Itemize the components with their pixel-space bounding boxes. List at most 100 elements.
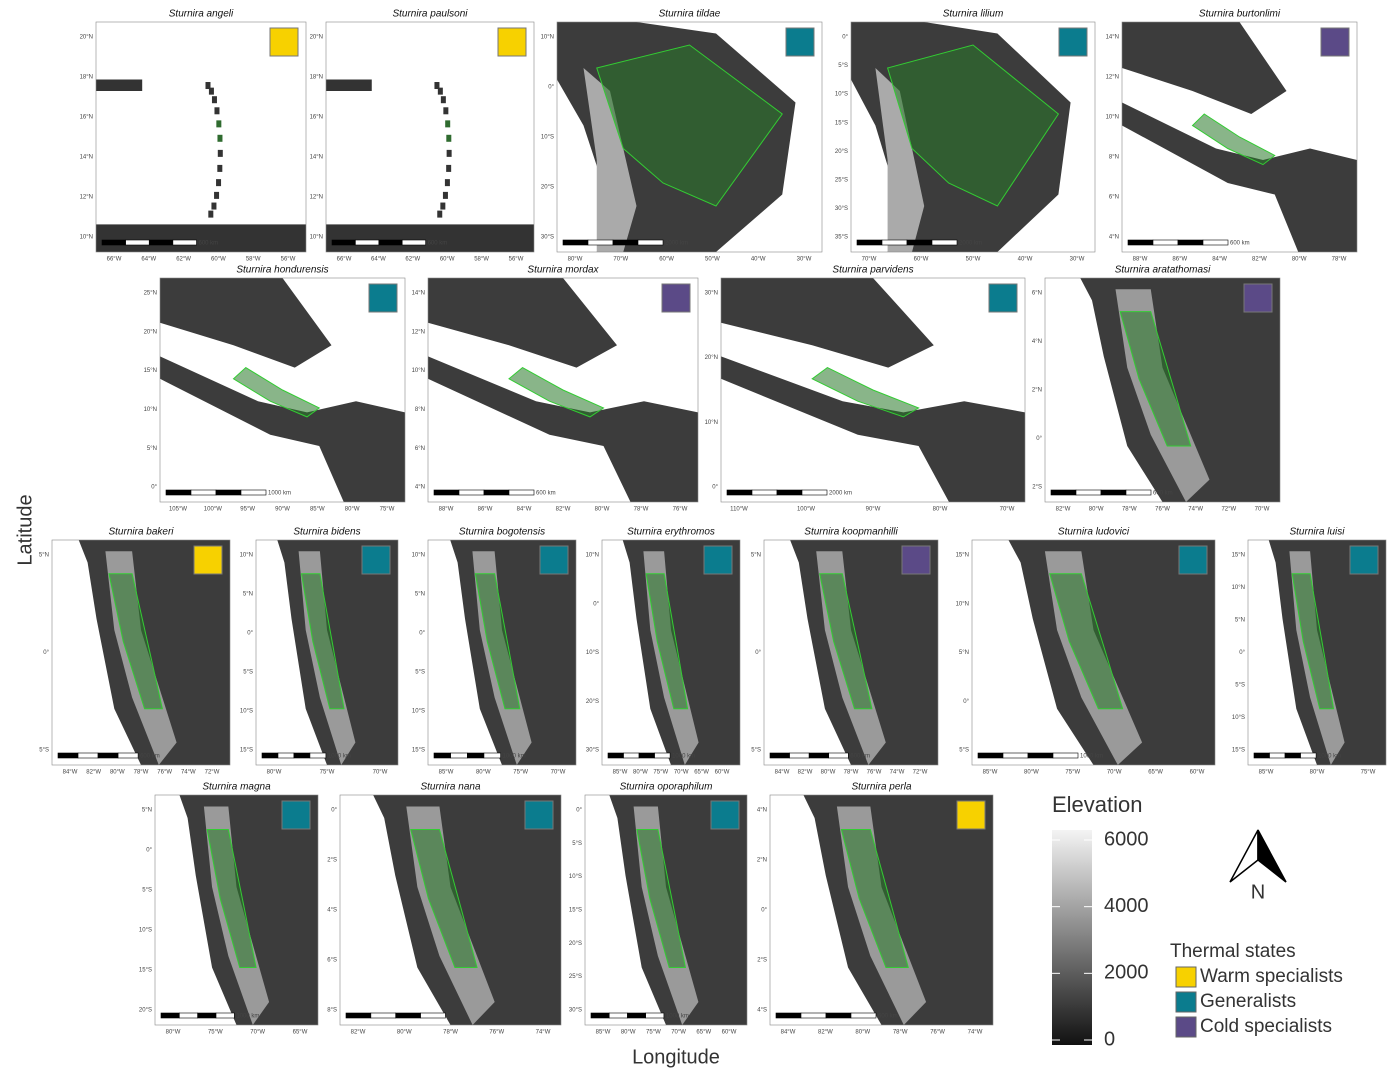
scale-bar — [609, 1013, 627, 1018]
scale-bar — [371, 1013, 396, 1018]
scale-bar — [396, 1013, 421, 1018]
thermal-state-box — [194, 546, 222, 574]
y-tick-label: 15°S — [412, 748, 425, 754]
x-tick-label: 80°W — [595, 507, 610, 513]
x-tick-label: 60°W — [914, 257, 929, 263]
scale-label: 1000 km — [672, 754, 695, 760]
y-tick-label: 10°N — [310, 235, 323, 241]
scale-bar — [216, 490, 241, 495]
scale-bar — [1178, 240, 1203, 245]
panel-title: Sturnira mordax — [527, 265, 599, 276]
scale-bar — [1076, 490, 1101, 495]
scale-bar — [802, 490, 827, 495]
y-tick-label: 10°S — [569, 874, 582, 880]
scale-bar — [1301, 753, 1317, 758]
y-tick-label: 0° — [419, 631, 425, 637]
scale-label: 1000 km — [328, 754, 351, 760]
scale-bar — [1053, 753, 1078, 758]
scale-bar — [149, 240, 173, 245]
y-tick-label: 10°S — [586, 650, 599, 656]
scale-bar — [752, 490, 777, 495]
x-tick-label: 70°W — [674, 770, 689, 776]
scale-bar — [1203, 240, 1228, 245]
scale-bar — [310, 753, 326, 758]
thermal-state-box — [1059, 28, 1087, 56]
island — [443, 107, 448, 114]
scale-label: 600 km — [1230, 241, 1250, 247]
y-tick-label: 4°N — [415, 485, 425, 491]
scale-bar — [467, 753, 484, 758]
x-tick-label: 85°W — [983, 770, 998, 776]
scale-bar — [1051, 490, 1076, 495]
x-tick-label: 70°W — [613, 257, 628, 263]
scale-bar — [198, 1013, 216, 1018]
y-tick-label: 6°S — [327, 958, 337, 964]
y-tick-label: 4°S — [757, 1008, 767, 1014]
y-tick-label: 8°N — [1109, 155, 1119, 161]
y-tick-label: 5°N — [147, 446, 157, 452]
scale-label: 1000 km — [1080, 754, 1103, 760]
y-tick-label: 0° — [146, 848, 152, 854]
scale-bar — [1128, 240, 1153, 245]
scale-bar — [1285, 753, 1301, 758]
scale-bar — [857, 240, 882, 245]
panel-title: Sturnira nana — [420, 782, 480, 793]
x-tick-label: 40°W — [1018, 257, 1033, 263]
island — [216, 120, 221, 127]
y-tick-label: 0° — [151, 485, 157, 491]
y-tick-label: 10°N — [541, 35, 554, 41]
x-tick-label: 75°W — [320, 770, 335, 776]
scale-bar — [58, 753, 78, 758]
x-tick-label: 75°W — [513, 770, 528, 776]
x-tick-label: 80°W — [345, 507, 360, 513]
panel-title: Sturnira luisi — [1289, 527, 1345, 538]
x-tick-label: 95°W — [240, 507, 255, 513]
y-tick-label: 20°N — [310, 35, 323, 41]
scale-bar — [727, 490, 752, 495]
y-tick-label: 0° — [712, 485, 718, 491]
scale-bar — [1101, 490, 1126, 495]
scale-bar — [809, 753, 829, 758]
y-tick-label: 25°N — [144, 291, 157, 297]
x-tick-label: 80°W — [568, 257, 583, 263]
scale-bar — [191, 490, 216, 495]
x-tick-label: 66°W — [107, 257, 122, 263]
x-tick-label: 82°W — [798, 770, 813, 776]
scale-bar — [624, 753, 640, 758]
scale-bar — [161, 1013, 179, 1018]
scale-label: 600 km — [1153, 491, 1173, 497]
island — [211, 203, 216, 210]
y-tick-label: 10°S — [835, 92, 848, 98]
x-tick-label: 88°W — [1133, 257, 1148, 263]
y-tick-label: 15°S — [835, 120, 848, 126]
y-tick-label: 4°N — [1032, 339, 1042, 345]
scale-bar — [638, 240, 663, 245]
x-tick-label: 84°W — [781, 1030, 796, 1036]
scale-bar — [776, 1013, 801, 1018]
y-tick-label: 16°N — [310, 115, 323, 121]
x-tick-label: 76°W — [1155, 507, 1170, 513]
x-tick-label: 65°W — [293, 1030, 308, 1036]
y-tick-label: 0° — [43, 650, 49, 656]
scale-label: 1000 km — [666, 1014, 689, 1020]
thermal-state-box — [711, 801, 739, 829]
y-tick-label: 0° — [548, 85, 554, 91]
y-tick-label: 15°S — [139, 968, 152, 974]
x-tick-label: 58°W — [474, 257, 489, 263]
panel-title: Sturnira aratathomasi — [1115, 265, 1211, 276]
x-tick-label: 72°W — [913, 770, 928, 776]
scale-label: 1000 km — [1318, 754, 1341, 760]
y-tick-label: 20°S — [569, 941, 582, 947]
x-tick-label: 88°W — [439, 507, 454, 513]
x-tick-label: 60°W — [722, 1030, 737, 1036]
y-tick-label: 5°N — [39, 553, 49, 559]
colorbar — [1052, 830, 1092, 1045]
x-tick-label: 70°W — [1000, 507, 1015, 513]
scale-bar — [563, 240, 588, 245]
y-tick-label: 30°S — [541, 235, 554, 241]
y-tick-label: 8°N — [415, 407, 425, 413]
panel-title: Sturnira lilium — [943, 9, 1004, 20]
island — [446, 165, 451, 172]
y-tick-label: 5°S — [838, 63, 848, 69]
y-tick-label: 10°N — [80, 235, 93, 241]
